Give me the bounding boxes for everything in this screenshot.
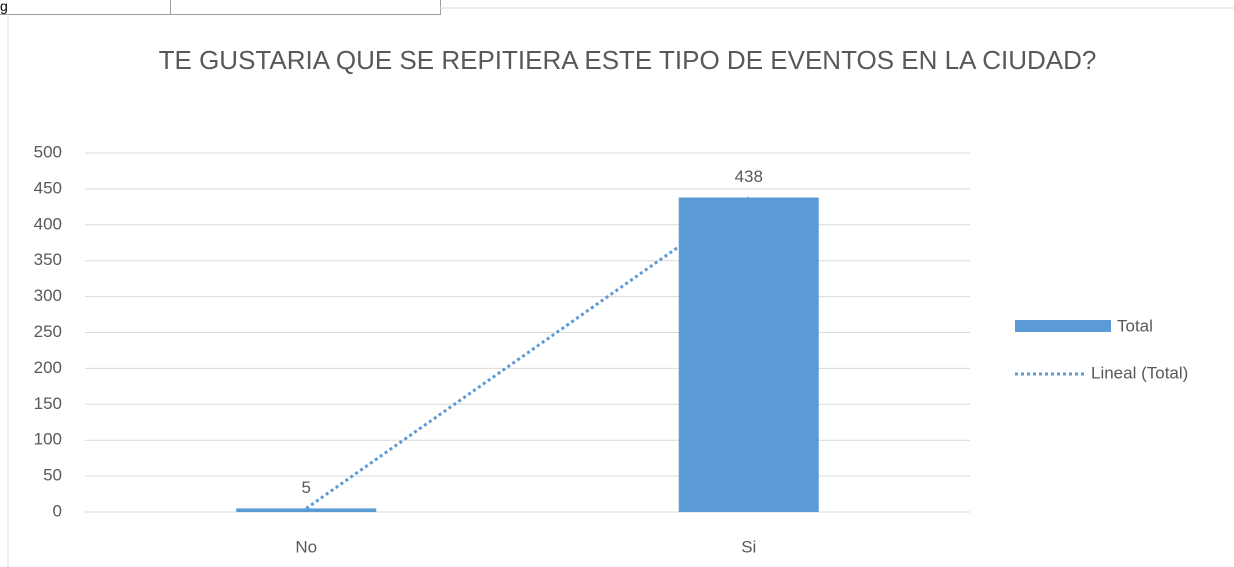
trendline: [305, 196, 750, 510]
x-tick-label: Si: [741, 537, 756, 556]
y-tick-label: 200: [34, 358, 62, 377]
data-label: 438: [735, 167, 763, 186]
y-tick-label: 50: [43, 466, 62, 485]
data-label: 5: [302, 478, 311, 497]
legend-label: Total: [1117, 316, 1153, 335]
y-tick-label: 450: [34, 178, 62, 197]
y-tick-label: 100: [34, 430, 62, 449]
y-tick-label: 500: [34, 142, 62, 161]
bar: [678, 197, 819, 513]
y-tick-label: 0: [53, 501, 62, 520]
chart-title: TE GUSTARIA QUE SE REPITIERA ESTE TIPO D…: [158, 45, 1097, 75]
y-tick-label: 250: [34, 322, 62, 341]
legend-label: Lineal (Total): [1091, 363, 1188, 382]
legend-swatch: [1015, 320, 1111, 332]
bar: [236, 508, 377, 512]
y-tick-label: 350: [34, 250, 62, 269]
x-tick-label: No: [295, 537, 317, 556]
y-tick-label: 150: [34, 394, 62, 413]
y-tick-label: 400: [34, 214, 62, 233]
cell[interactable]: g: [0, 0, 171, 15]
y-tick-label: 300: [34, 286, 62, 305]
